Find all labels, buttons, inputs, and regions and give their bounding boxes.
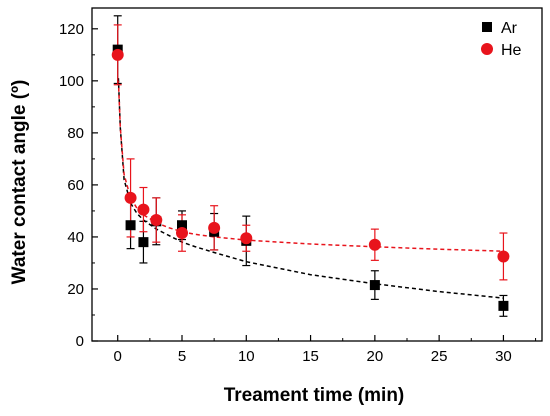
legend-label-ar: Ar [501, 20, 518, 37]
fit-curve-he [117, 80, 504, 252]
marker-ar [498, 300, 509, 311]
marker-he [111, 48, 124, 61]
x-tick-label: 25 [431, 348, 448, 365]
y-tick-label: 20 [67, 281, 84, 298]
marker-ar [125, 220, 136, 231]
legend: Ar He [481, 20, 522, 59]
y-tick-label: 40 [67, 229, 84, 246]
x-tick-label: 0 [114, 348, 122, 365]
fit-curves [117, 78, 504, 299]
marker-ar [138, 237, 149, 248]
marker-he [497, 250, 510, 263]
data-markers [111, 44, 510, 311]
marker-he [124, 191, 137, 204]
marker-he [368, 238, 381, 251]
legend-marker-ar [482, 22, 492, 32]
marker-he [240, 232, 253, 245]
x-axis-label: Treament time (min) [224, 385, 405, 406]
marker-ar [369, 280, 380, 291]
y-tick-label: 0 [76, 333, 84, 350]
legend-marker-he [481, 43, 493, 55]
marker-he [208, 221, 221, 234]
x-tick-label: 20 [367, 348, 384, 365]
marker-he [176, 227, 188, 240]
y-tick-label: 120 [59, 21, 84, 38]
y-tick-label: 80 [67, 125, 84, 142]
marker-ar [177, 220, 187, 231]
x-tick-label: 5 [178, 348, 186, 365]
x-tick-label: 30 [495, 348, 512, 365]
plot-frame [91, 7, 543, 342]
y-axis-label: Water contact angle (º) [9, 80, 30, 285]
marker-he [137, 203, 150, 216]
error-bars [113, 15, 508, 317]
x-tick-label: 10 [238, 348, 255, 365]
y-tick-label: 100 [59, 73, 84, 90]
y-tick-label: 60 [67, 177, 84, 194]
marker-he [150, 214, 163, 227]
fit-curve-ar [117, 78, 504, 299]
legend-label-he: He [501, 42, 522, 59]
axes: 0 5 10 15 20 25 30 0 20 40 60 80 100 120 [59, 7, 543, 365]
x-tick-label: 15 [302, 348, 319, 365]
